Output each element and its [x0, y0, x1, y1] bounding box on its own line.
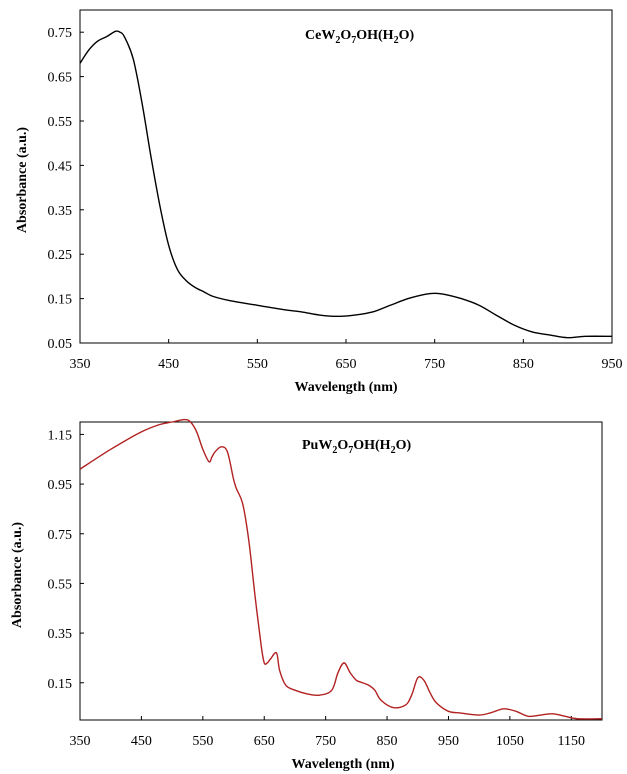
- y-tick-label: 0.35: [48, 204, 73, 219]
- x-tick-label: 350: [70, 357, 91, 372]
- tick-labels: 350 450 550 650 750 850 950 0.05 0.15 0.25 0.35 0.4…: [48, 26, 623, 372]
- chart-title: CeW2O7OH(H2O): [305, 28, 414, 46]
- x-tick-label: 450: [131, 734, 152, 749]
- y-tick-label: 0.55: [48, 115, 73, 130]
- x-tick-label: 1050: [496, 734, 524, 749]
- y-tick-label: 0.25: [48, 248, 73, 263]
- pu-absorbance-chart: 350 450 550 650 750 850 950 1050 1150 0.15 0.35 0.5…: [10, 418, 603, 772]
- x-tick-label: 450: [158, 357, 179, 372]
- y-tick-label: 0.35: [48, 627, 73, 642]
- x-tick-label: 750: [424, 357, 445, 372]
- tick-marks: [79, 31, 613, 344]
- x-tick-label: 650: [336, 357, 357, 372]
- x-tick-label: 850: [513, 357, 534, 372]
- y-axis-label: Absorbance (a.u.): [10, 522, 25, 629]
- y-tick-label: 0.75: [48, 26, 73, 41]
- y-tick-label: 0.15: [48, 293, 73, 308]
- y-tick-label: 0.15: [48, 677, 73, 692]
- y-tick-label: 0.45: [48, 159, 73, 174]
- x-tick-label: 750: [315, 734, 336, 749]
- x-tick-label: 550: [247, 357, 268, 372]
- x-tick-label: 950: [438, 734, 459, 749]
- y-tick-label: 0.65: [48, 71, 73, 86]
- x-tick-label: 350: [70, 734, 91, 749]
- y-tick-label: 1.15: [48, 428, 73, 443]
- x-tick-label: 550: [192, 734, 213, 749]
- y-axis-label: Absorbance (a.u.): [15, 127, 30, 234]
- chart-title: PuW2O7OH(H2O): [302, 438, 411, 456]
- x-tick-label: 1150: [558, 734, 585, 749]
- x-tick-label: 850: [377, 734, 398, 749]
- tick-marks: [79, 433, 572, 720]
- y-tick-label: 0.55: [48, 577, 73, 592]
- y-tick-label: 0.05: [48, 337, 73, 352]
- y-tick-label: 0.75: [48, 528, 73, 543]
- ce-absorbance-chart: 350 450 550 650 750 850 950 0.05 0.15 0.25 0.35 0.4…: [15, 9, 623, 395]
- series-line: [79, 418, 603, 720]
- series-line: [79, 30, 613, 339]
- plot-area-frame: [79, 9, 613, 344]
- y-tick-label: 0.95: [48, 478, 73, 493]
- tick-labels: 350 450 550 650 750 850 950 1050 1150 0.15 0.35 0.5…: [48, 428, 586, 749]
- x-tick-label: 950: [602, 357, 623, 372]
- x-tick-label: 650: [254, 734, 275, 749]
- x-axis-label: Wavelength (nm): [294, 380, 397, 395]
- plot-area-frame: [79, 421, 603, 721]
- x-axis-label: Wavelength (nm): [291, 757, 394, 772]
